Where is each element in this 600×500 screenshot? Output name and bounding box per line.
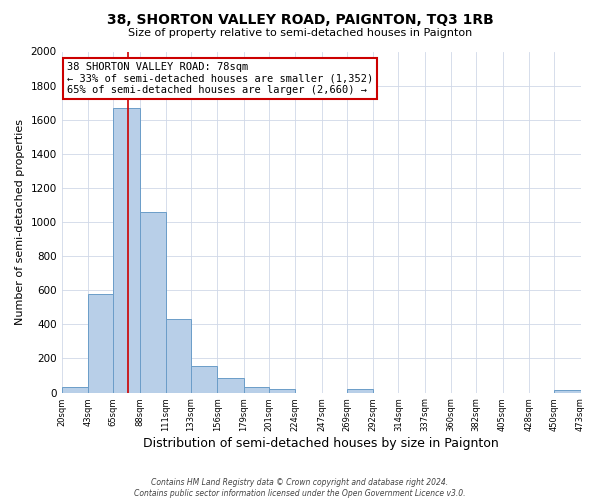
Bar: [347, 389, 373, 392]
Text: 38 SHORTON VALLEY ROAD: 78sqm
← 33% of semi-detached houses are smaller (1,352)
: 38 SHORTON VALLEY ROAD: 78sqm ← 33% of s…: [67, 62, 373, 95]
Bar: [191, 366, 217, 392]
Bar: [140, 212, 166, 392]
X-axis label: Distribution of semi-detached houses by size in Paignton: Distribution of semi-detached houses by …: [143, 437, 499, 450]
Bar: [88, 294, 113, 392]
Bar: [217, 378, 244, 392]
Text: Size of property relative to semi-detached houses in Paignton: Size of property relative to semi-detach…: [128, 28, 472, 38]
Bar: [554, 390, 581, 392]
Bar: [62, 388, 88, 392]
Text: 38, SHORTON VALLEY ROAD, PAIGNTON, TQ3 1RB: 38, SHORTON VALLEY ROAD, PAIGNTON, TQ3 1…: [107, 12, 493, 26]
Bar: [244, 386, 269, 392]
Y-axis label: Number of semi-detached properties: Number of semi-detached properties: [15, 119, 25, 325]
Bar: [166, 320, 191, 392]
Bar: [269, 389, 295, 392]
Bar: [113, 108, 140, 393]
Text: Contains HM Land Registry data © Crown copyright and database right 2024.
Contai: Contains HM Land Registry data © Crown c…: [134, 478, 466, 498]
